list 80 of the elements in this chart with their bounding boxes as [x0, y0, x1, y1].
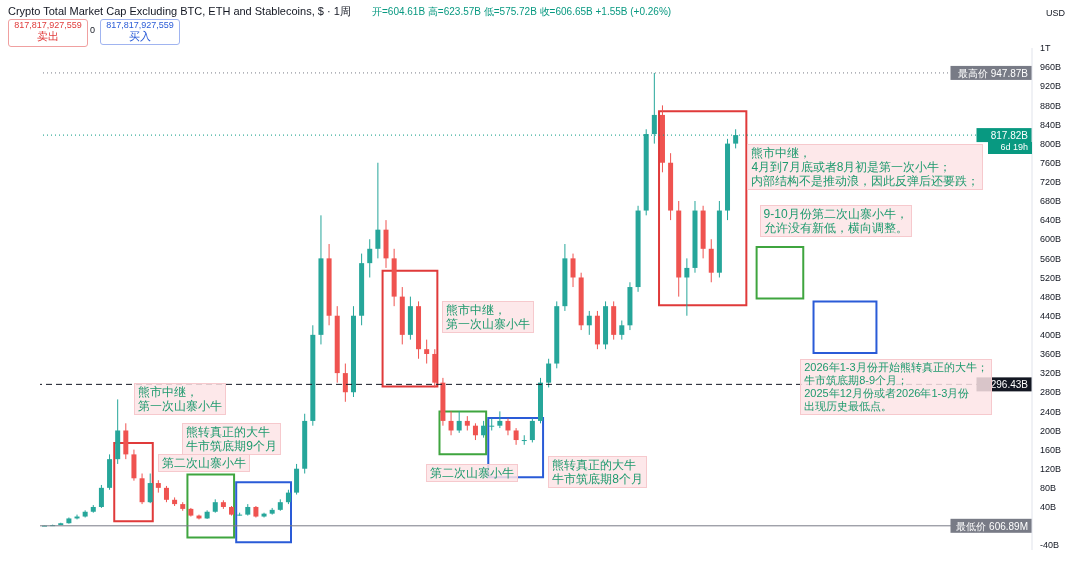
- text: 817,817,927,559: [105, 20, 175, 31]
- y-tick-label: 840B: [1040, 119, 1062, 130]
- candlestick: [294, 463, 300, 496]
- y-tick-label: 440B: [1040, 310, 1062, 321]
- chart-subtitle: 开=604.61B 高=623.57B 低=575.72B 收=606.65B +1.55B (+0.26%): [372, 5, 672, 19]
- y-tick-label: 80B: [1040, 483, 1057, 494]
- candlestick: [131, 449, 137, 482]
- candlestick: [733, 128, 739, 149]
- y-tick-label: 760B: [1040, 157, 1062, 168]
- candlestick: [139, 473, 145, 505]
- chart-title: Crypto Total Market Cap Excluding BTC, ETH and Stablecoins, $ · 1周: [8, 4, 351, 19]
- y-tick-label: 160B: [1040, 444, 1062, 455]
- annotation: 牛市筑底期8个月: [552, 472, 643, 487]
- y-tick-label: 720B: [1040, 177, 1062, 188]
- annotation: 内部结构不是推动浪，因此反弹后还要跌；: [751, 173, 980, 188]
- annotation: 第一次山寨小牛: [446, 317, 531, 332]
- annotation: 第二次山寨小牛: [430, 465, 515, 480]
- ref-line-label: 296.43B: [990, 379, 1029, 391]
- candlestick: [98, 484, 104, 509]
- y-tick-label: 920B: [1040, 81, 1062, 92]
- candlestick: [570, 253, 576, 288]
- annotation: 熊市中继，: [751, 145, 813, 160]
- candlestick: [147, 473, 153, 504]
- y-tick-label: 360B: [1040, 349, 1062, 360]
- candlestick: [424, 339, 430, 365]
- annotation: 9-10月份第二次山寨小牛，: [763, 206, 908, 221]
- candlestick: [586, 310, 592, 336]
- annotation: 4月到7月底或者8月初是第一次小牛；: [751, 159, 953, 174]
- text: USD: [1046, 8, 1066, 18]
- ref-line-label: 最低价 606.89M: [956, 520, 1028, 532]
- candlestick: [546, 358, 552, 388]
- candlestick: [684, 257, 690, 317]
- y-tick-label: 880B: [1040, 100, 1062, 111]
- candlestick: [367, 238, 373, 278]
- candlestick: [529, 418, 535, 443]
- y-tick-label: 40B: [1040, 502, 1057, 513]
- y-tick-label: 320B: [1040, 368, 1062, 379]
- ref-line-label: 最高价 947.87B: [957, 67, 1029, 79]
- candlestick: [123, 422, 129, 460]
- y-tick-label: 480B: [1040, 291, 1062, 302]
- annotation: 2026年1-3月份开始熊转真正的大牛；: [804, 360, 988, 374]
- y-tick-label: 520B: [1040, 272, 1062, 283]
- y-tick-label: 200B: [1040, 425, 1062, 436]
- y-tick-label: 560B: [1040, 253, 1062, 264]
- y-tick-label: 1T: [1040, 43, 1052, 54]
- annotation: 出现历史最低点。: [804, 399, 894, 413]
- text: 817,817,927,559: [13, 20, 83, 31]
- annotation: 2025年12月份或者2026年1-3月份: [804, 386, 971, 400]
- ref-line-label: 817.82B: [990, 130, 1029, 142]
- annotation: 熊市中继，: [446, 303, 508, 318]
- candlestick: [375, 162, 381, 259]
- candlestick: [651, 72, 657, 145]
- y-tick-label: 960B: [1040, 62, 1062, 73]
- text: 买入: [128, 30, 152, 42]
- candlestick: [619, 320, 625, 341]
- candlestick: [448, 410, 454, 436]
- annotation: 允许没有新低，横向调整。: [763, 220, 908, 235]
- candlestick: [708, 238, 714, 283]
- y-tick-label: 640B: [1040, 215, 1062, 226]
- y-tick-label: 280B: [1040, 387, 1062, 398]
- candlestick: [456, 410, 462, 434]
- text: 卖出: [36, 30, 60, 42]
- y-tick-label: 800B: [1040, 138, 1062, 149]
- annotation: 第二次山寨小牛: [161, 456, 246, 471]
- annotation: 熊转真正的大牛: [186, 425, 272, 440]
- y-tick-label: 120B: [1040, 463, 1062, 474]
- candlestick: [521, 434, 527, 446]
- annotation: 6d 19h: [988, 142, 1032, 155]
- annotation: 熊转真正的大牛: [552, 458, 638, 473]
- y-tick-label: -40B: [1040, 540, 1060, 551]
- annotation: 第一次山寨小牛: [137, 398, 222, 413]
- annotation: 牛市筑底期9个月: [186, 439, 277, 454]
- y-tick-label: 680B: [1040, 196, 1062, 207]
- annotation: 熊市中继，: [137, 384, 199, 399]
- candlestick: [342, 363, 348, 403]
- annotation: 牛市筑底期8-9个月；: [804, 373, 910, 387]
- y-tick-label: 400B: [1040, 330, 1062, 341]
- y-tick-label: 240B: [1040, 406, 1062, 417]
- y-tick-label: 600B: [1040, 234, 1062, 245]
- text: 0: [90, 25, 96, 35]
